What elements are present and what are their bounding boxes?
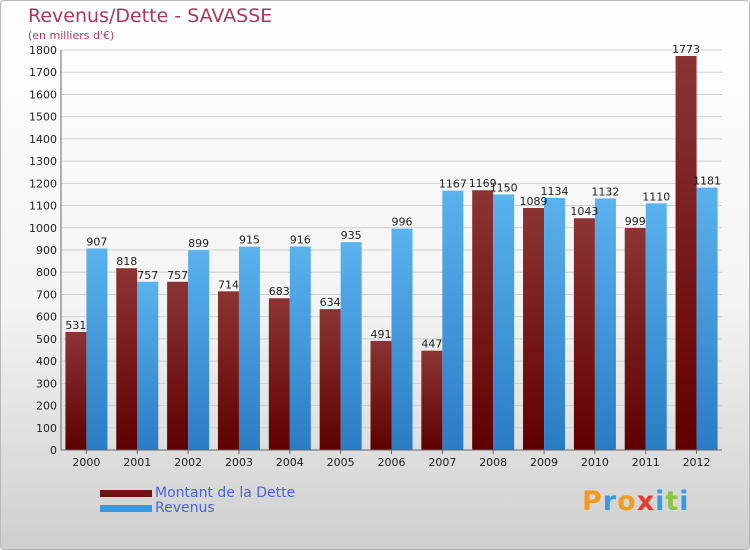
bar-debt: [167, 281, 189, 450]
y-tick-label: 1300: [29, 155, 57, 168]
y-tick-label: 400: [36, 355, 57, 368]
x-tick-label: 2007: [428, 456, 456, 469]
bar-revenue: [594, 198, 616, 450]
y-tick-label: 1000: [29, 222, 57, 235]
bar-revenue: [544, 198, 566, 450]
bar-revenue: [188, 250, 210, 450]
bar-revenue: [289, 246, 311, 450]
data-label-debt: 1773: [672, 43, 700, 56]
x-tick-label: 2001: [123, 456, 151, 469]
y-tick-label: 1600: [29, 88, 57, 101]
data-label-revenue: 1181: [693, 175, 721, 188]
chart-title: Revenus/Dette - SAVASSE: [28, 5, 273, 27]
bar-revenue: [340, 242, 362, 450]
data-label-revenue: 1110: [642, 190, 670, 203]
data-label-debt: 447: [421, 338, 442, 351]
legend-label-revenue: Revenus: [155, 500, 215, 516]
data-label-debt: 634: [320, 296, 341, 309]
bar-debt: [573, 218, 595, 450]
logo-letter: t: [665, 486, 680, 517]
bar-debt: [370, 340, 392, 450]
data-label-revenue: 915: [239, 234, 260, 247]
data-label-revenue: 1132: [591, 185, 619, 198]
y-tick-label: 1500: [29, 111, 57, 124]
logo-letter: P: [582, 486, 603, 517]
y-tick-label: 0: [50, 444, 57, 457]
data-label-debt: 1169: [469, 177, 497, 190]
data-label-revenue: 899: [188, 237, 209, 250]
x-tick-label: 2012: [683, 456, 711, 469]
bar-revenue: [645, 203, 667, 450]
bar-revenue: [442, 190, 464, 450]
x-tick-label: 2004: [276, 456, 304, 469]
legend-swatch-revenue: [100, 505, 152, 512]
x-tick-label: 2000: [72, 456, 100, 469]
y-tick-label: 300: [36, 377, 57, 390]
y-tick-label: 1800: [29, 44, 57, 57]
bar-revenue: [493, 194, 515, 450]
bar-debt: [675, 56, 697, 450]
y-tick-label: 1200: [29, 177, 57, 190]
bar-debt: [624, 228, 646, 450]
data-label-debt: 683: [269, 285, 290, 298]
y-tick-label: 1100: [29, 200, 57, 213]
x-tick-label: 2006: [378, 456, 406, 469]
data-label-revenue: 757: [137, 269, 158, 282]
bar-revenue: [391, 228, 413, 450]
bar-revenue: [137, 281, 159, 450]
chart-subtitle: (en milliers d'€): [28, 29, 115, 42]
data-label-debt: 531: [65, 319, 86, 332]
y-tick-label: 500: [36, 333, 57, 346]
data-label-revenue: 1167: [439, 178, 467, 191]
bar-debt: [268, 298, 290, 450]
data-label-revenue: 907: [86, 235, 107, 248]
data-label-revenue: 935: [341, 229, 362, 242]
y-tick-label: 1700: [29, 66, 57, 79]
bar-debt: [217, 291, 239, 450]
legend-swatch-debt: [100, 490, 152, 497]
logo-letter: r: [602, 486, 618, 517]
y-tick-label: 600: [36, 311, 57, 324]
legend-label-debt: Montant de la Dette: [155, 485, 296, 501]
bar-revenue: [696, 187, 718, 451]
logo-letter: x: [636, 486, 656, 517]
y-tick-label: 800: [36, 266, 57, 279]
bar-debt: [472, 190, 494, 450]
bar-revenue: [86, 248, 108, 450]
data-label-debt: 757: [167, 269, 188, 282]
bar-debt: [421, 350, 443, 450]
x-tick-label: 2005: [327, 456, 355, 469]
x-tick-label: 2003: [225, 456, 253, 469]
logo-letter: i: [679, 486, 690, 517]
bar-debt: [319, 309, 341, 450]
y-tick-label: 700: [36, 288, 57, 301]
y-tick-label: 1400: [29, 133, 57, 146]
bar-debt: [523, 208, 545, 450]
data-label-revenue: 1134: [541, 185, 569, 198]
bar-revenue: [238, 246, 260, 450]
proxiti-logo: Proxiti: [582, 486, 690, 517]
y-tick-label: 200: [36, 400, 57, 413]
bar-debt: [116, 268, 138, 450]
x-tick-label: 2008: [479, 456, 507, 469]
data-label-debt: 491: [371, 328, 392, 341]
bar-debt: [65, 332, 87, 450]
logo-letter: o: [617, 486, 637, 517]
data-label-debt: 1089: [520, 195, 548, 208]
x-tick-label: 2010: [581, 456, 609, 469]
data-label-revenue: 916: [290, 233, 311, 246]
data-label-debt: 714: [218, 278, 239, 291]
data-label-debt: 999: [625, 215, 646, 228]
data-label-debt: 1043: [570, 205, 598, 218]
x-tick-label: 2002: [174, 456, 202, 469]
y-tick-label: 900: [36, 244, 57, 257]
x-tick-label: 2011: [632, 456, 660, 469]
y-tick-label: 100: [36, 422, 57, 435]
data-label-debt: 818: [116, 255, 137, 268]
data-label-revenue: 996: [392, 216, 413, 229]
data-label-revenue: 1150: [490, 181, 518, 194]
x-tick-label: 2009: [530, 456, 558, 469]
logo-letter: i: [655, 486, 666, 517]
